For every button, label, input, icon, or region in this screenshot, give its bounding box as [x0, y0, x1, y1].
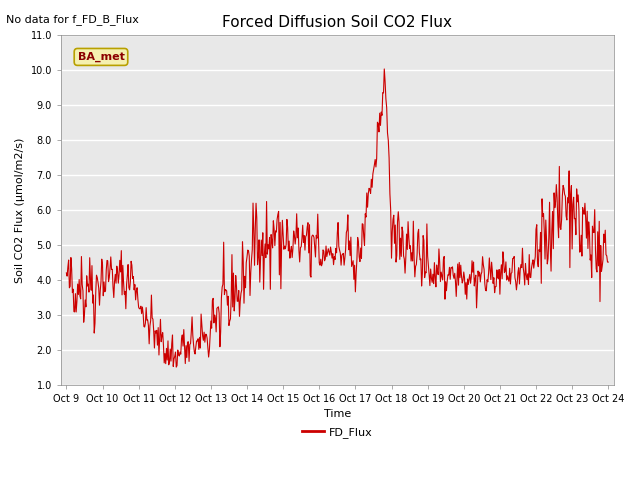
Text: No data for f_FD_B_Flux: No data for f_FD_B_Flux: [6, 14, 140, 25]
Y-axis label: Soil CO2 Flux (μmol/m2/s): Soil CO2 Flux (μmol/m2/s): [15, 137, 25, 283]
X-axis label: Time: Time: [324, 409, 351, 420]
Legend: FD_Flux: FD_Flux: [297, 422, 378, 442]
Title: Forced Diffusion Soil CO2 Flux: Forced Diffusion Soil CO2 Flux: [222, 15, 452, 30]
Text: BA_met: BA_met: [77, 52, 124, 62]
